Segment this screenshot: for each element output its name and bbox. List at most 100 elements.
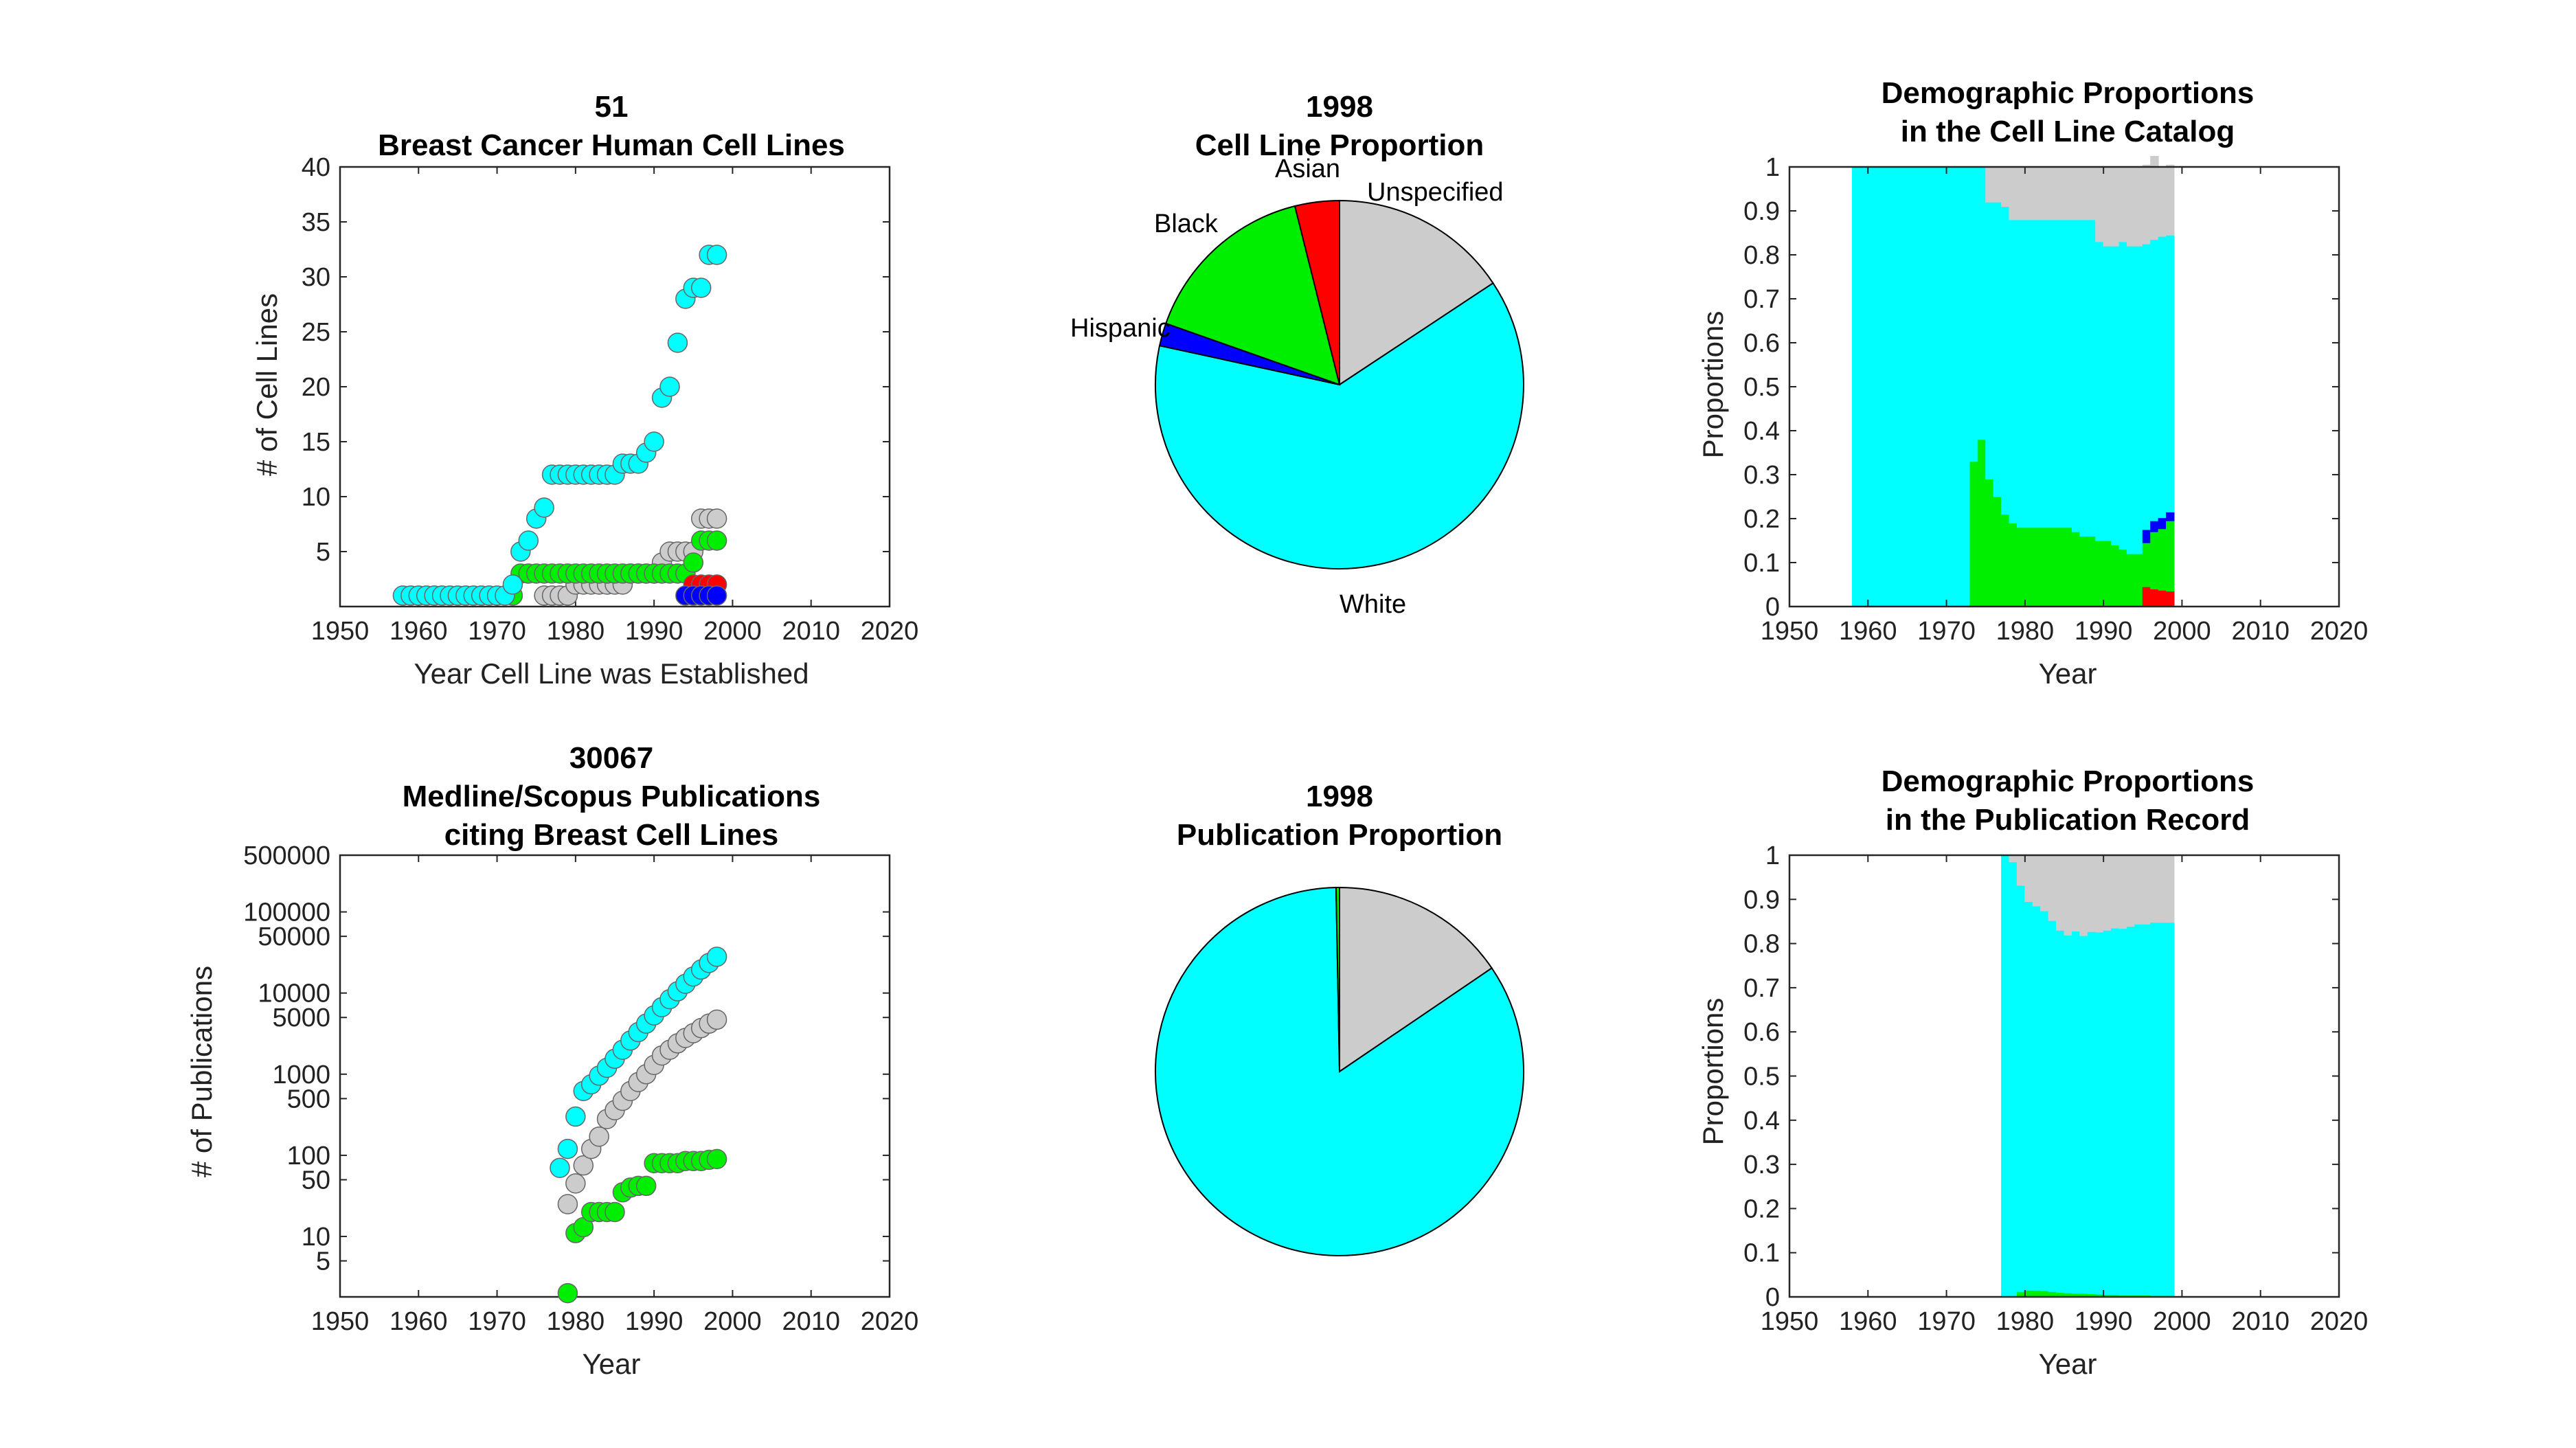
catalog-area-segment: [2001, 206, 2010, 515]
catalog-area-xtick-label: 1970: [1917, 617, 1976, 646]
catalog-area-segment: [1883, 167, 1893, 607]
pub-record-xlabel: Year: [2039, 1348, 2097, 1380]
publication-area-segment: [2016, 855, 2026, 886]
catalog-area-segment: [1993, 202, 2002, 497]
publications-scatter-point: [706, 1009, 727, 1030]
cell-lines-scatter-point: [706, 585, 727, 606]
catalog-area-segment: [2079, 536, 2088, 607]
cell-lines-scatter-ytick-label: 25: [302, 318, 330, 347]
catalog-area-segment: [1938, 167, 1947, 607]
publications-scatter-ytick-label: 5000: [272, 1004, 330, 1032]
publications-scatter-xtick-label: 1950: [311, 1307, 370, 1336]
catalog-area-segment: [2048, 219, 2057, 528]
publication-area-segment: [2024, 855, 2033, 903]
catalog-area-segment: [2079, 167, 2088, 220]
catalog-area-segment: [2103, 167, 2112, 247]
catalog-area-segment: [2032, 219, 2042, 528]
publication-area-segment: [2048, 1291, 2057, 1298]
catalog-area-segment: [1914, 167, 1923, 607]
publication-area-segment: [2009, 855, 2018, 863]
publications-scatter-xtick-label: 1970: [468, 1307, 526, 1336]
catalog-area-segment: [2166, 591, 2175, 607]
pub-record-ylabel: Proportions: [1697, 998, 1729, 1146]
publication-area-ytick-label: 0.1: [1743, 1239, 1780, 1268]
catalog-area-segment: [1922, 167, 1932, 607]
catalog-area-segment: [1969, 461, 1978, 607]
catalog-area-segment: [2134, 246, 2143, 554]
catalog-area-segment: [2087, 536, 2097, 607]
publication-area-xtick-label: 1970: [1917, 1307, 1976, 1336]
publications-scatter-frame: [339, 854, 891, 1298]
publication-area-segment: [2095, 855, 2104, 933]
cell-lines-scatter-point: [502, 574, 523, 595]
cell-lines-scatter-xtick-label: 1950: [311, 617, 370, 646]
cell-line-pie-slice: [1339, 199, 1494, 386]
publications-xlabel: Year: [583, 1348, 641, 1380]
publication-area-segment: [2134, 855, 2143, 925]
publications-plot-area: 1950 1960 1970 1980 1990 2000 2010 202051050100…: [243, 841, 918, 1336]
publication-area-segment: [2158, 922, 2167, 1296]
publication-area-segment: [2024, 901, 2033, 1291]
catalog-area-segment: [2158, 236, 2167, 519]
publications-scatter-xtick-label: 1990: [625, 1307, 683, 1336]
publication-area-segment: [2071, 855, 2081, 932]
publication-area-ytick-label: 0: [1765, 1283, 1780, 1312]
catalog-area-segment: [2032, 167, 2042, 220]
cell-lines-scatter-ytick-label: 5: [316, 538, 330, 567]
panel-cell-line-pie: 1998 Cell Line Proportion Unspecified Wh…: [1070, 90, 1524, 619]
catalog-area-segment: [2048, 527, 2057, 607]
catalog-area-segment: [2111, 246, 2120, 545]
publications-scatter-point: [706, 1149, 727, 1170]
publication-area-segment: [2095, 931, 2104, 1295]
pie-label-white: White: [1340, 590, 1406, 619]
catalog-area-segment: [2142, 164, 2151, 245]
cell-lines-scatter-ytick-label: 40: [302, 153, 330, 182]
catalog-area-segment: [2064, 219, 2072, 528]
publication-area-ytick-label: 0.7: [1743, 974, 1780, 1003]
publications-scatter-xtick-label: 1980: [547, 1307, 605, 1336]
catalog-area-segment: [2166, 164, 2175, 236]
cell-lines-scatter-xtick-label: 1990: [625, 617, 683, 646]
pie-label-black: Black: [1154, 210, 1219, 238]
catalog-area-segment: [2142, 530, 2151, 543]
cell-lines-scatter-point: [690, 278, 712, 298]
publications-scatter-ytick-label: 500: [287, 1085, 330, 1113]
catalog-area-segment: [2001, 514, 2010, 607]
publication-area-segment: [2111, 928, 2120, 1296]
cell-lines-scatter-ytick-label: 15: [302, 428, 330, 457]
catalog-area-segment: [2071, 219, 2081, 532]
cell-lines-scatter-point: [534, 497, 554, 518]
catalog-area-segment: [2056, 167, 2065, 220]
catalog-area-ytick-label: 1: [1765, 153, 1780, 182]
catalog-area-segment: [2016, 527, 2026, 607]
catalog-area-segment: [1993, 167, 2002, 203]
catalog-area-segment: [2142, 244, 2151, 530]
publications-scatter-ytick-label: 100: [287, 1142, 330, 1170]
publication-area-ytick-label: 0.8: [1743, 930, 1780, 959]
catalog-area-segment: [2158, 590, 2167, 607]
publication-area-segment: [2032, 855, 2042, 907]
publication-area-ytick-label: 0.6: [1743, 1018, 1780, 1047]
publication-area-ytick-label: 0.9: [1743, 885, 1780, 914]
publication-area-xtick-label: 1990: [2075, 1307, 2133, 1336]
catalog-area-segment: [2150, 239, 2159, 521]
cell-lines-scatter-xtick-label: 1960: [389, 617, 448, 646]
panel-catalog-proportions: Demographic Proportions in the Cell Line…: [1697, 76, 2368, 690]
publication-area-segment: [2040, 855, 2049, 912]
pie-label-hispanic: Hispanic: [1070, 314, 1171, 343]
catalog-area-segment: [2111, 545, 2120, 607]
publications-scatter-point: [565, 1106, 586, 1127]
publication-area-segment: [2111, 855, 2120, 929]
cell-line-pie-title-2: Cell Line Proportion: [1195, 128, 1484, 162]
catalog-area-segment: [2024, 219, 2033, 528]
publication-area-segment: [2111, 1294, 2120, 1298]
publication-area-segment: [2166, 855, 2175, 923]
cell-line-pie-slice: [1165, 205, 1341, 386]
publication-area-segment: [2048, 920, 2057, 1292]
catalog-area-segment: [2040, 167, 2049, 220]
cell-lines-scatter-ytick-label: 35: [302, 208, 330, 237]
catalog-area-segment: [1860, 167, 1868, 607]
cell-lines-scatter-xtick-label: 1980: [547, 617, 605, 646]
catalog-area-segment: [1930, 167, 1939, 607]
publication-area-segment: [2024, 1290, 2033, 1298]
